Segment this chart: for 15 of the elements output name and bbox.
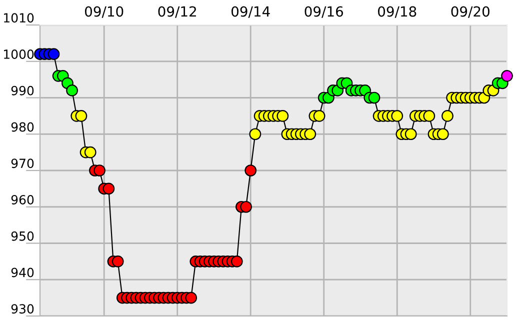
y-tick-label: 950 bbox=[11, 231, 34, 241]
y-tick-label: 980 bbox=[11, 122, 34, 132]
y-tick-label: 940 bbox=[11, 268, 34, 278]
y-tick-label: 930 bbox=[11, 304, 34, 314]
x-tick-label: 09/14 bbox=[232, 6, 270, 18]
y-tick-label: 1010 bbox=[4, 13, 34, 23]
x-tick-label: 09/20 bbox=[451, 6, 490, 18]
x-tick-label: 09/10 bbox=[85, 6, 124, 18]
y-tick-label: 960 bbox=[11, 195, 34, 204]
y-tick-label: 1000 bbox=[4, 50, 34, 59]
x-tick-label: 09/12 bbox=[158, 6, 196, 18]
x-tick-label: 09/18 bbox=[378, 6, 416, 18]
y-tick-label: 990 bbox=[11, 86, 34, 96]
y-tick-label: 970 bbox=[11, 158, 34, 168]
x-tick-label: 09/16 bbox=[304, 6, 343, 18]
